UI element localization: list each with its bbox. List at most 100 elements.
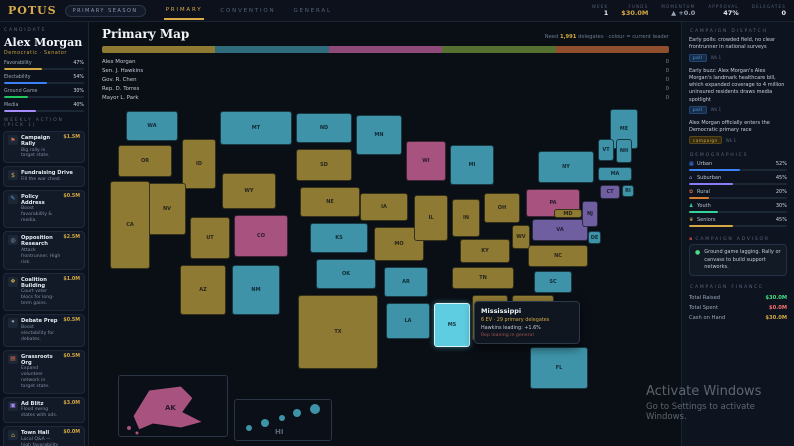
youth-person-icon: ♟ xyxy=(689,203,694,210)
topbar-stats: WEEK 1 FUNDS $30.0M MOMENTUM ▲ +0.0 APPROVAL 47… xyxy=(592,4,786,17)
state-CT[interactable]: CT xyxy=(600,185,620,199)
seniors-person-icon: ♛ xyxy=(689,217,694,224)
state-ND[interactable]: ND xyxy=(296,113,352,143)
dispatch-item-1: Early polls: crowded field, no clear fro… xyxy=(689,37,776,62)
state-OH[interactable]: OH xyxy=(484,193,520,223)
action-policy-address[interactable]: ✎ Policy Address Boost favorability & medi… xyxy=(3,189,85,229)
topbar-stat-week: WEEK 1 xyxy=(591,4,609,17)
state-AZ[interactable]: AZ xyxy=(180,265,226,315)
state-ID[interactable]: ID xyxy=(182,139,216,189)
state-FL[interactable]: FL xyxy=(530,347,588,389)
state-CO[interactable]: CO xyxy=(234,215,288,257)
phase-badge: PRIMARY SEASON xyxy=(64,4,146,17)
state-NV[interactable]: NV xyxy=(148,183,186,235)
finance-total-raised: Total Raised $30.0M xyxy=(689,295,787,301)
topbar-stat-approval: APPROVAL 47% xyxy=(708,4,739,17)
state-NJ[interactable]: NJ xyxy=(582,201,598,227)
candidate-stat-media: Media 40% xyxy=(4,103,84,112)
state-KS[interactable]: KS xyxy=(310,223,368,253)
candidate-name: Alex Morgan xyxy=(4,36,83,49)
advisor-tip: Ground game lagging. Rally or canvass to… xyxy=(704,249,781,270)
state-NC[interactable]: NC xyxy=(528,245,588,267)
tooltip-leader: Hawkins leading: +1.6% xyxy=(481,325,541,331)
tab-convention[interactable]: CONVENTION xyxy=(220,8,276,14)
state-NY[interactable]: NY xyxy=(538,151,594,183)
state-WA[interactable]: WA xyxy=(126,111,178,141)
state-TX[interactable]: TX xyxy=(298,295,378,369)
state-VA[interactable]: VA xyxy=(532,219,588,241)
state-SD[interactable]: SD xyxy=(296,149,352,181)
topbar-stat-momentum: MOMENTUM ▲ +0.0 xyxy=(661,4,696,17)
state-KY[interactable]: KY xyxy=(460,239,510,263)
state-MT[interactable]: MT xyxy=(220,111,292,145)
action-list: ⚑ Campaign Rally Big rally in target state… xyxy=(3,131,85,446)
demo-youth: ♟ Youth 30% xyxy=(689,203,787,214)
action-opposition-research[interactable]: ◎ Opposition Research Attack frontrunner. … xyxy=(3,231,85,270)
state-MS[interactable]: MS xyxy=(434,303,470,347)
dispatch-section-label: CAMPAIGN DISPATCH xyxy=(690,29,768,34)
state-LA[interactable]: LA xyxy=(386,303,430,339)
state-OR[interactable]: OR xyxy=(118,145,172,177)
state-DE[interactable]: DE xyxy=(588,231,601,244)
alaska-label: AK xyxy=(165,404,176,412)
action-coalition-building[interactable]: ❖ Coalition Building Court voter blocs for… xyxy=(3,272,85,312)
legend-row: Sen. J. Hawkins 0 xyxy=(102,67,669,74)
tab-general[interactable]: GENERAL xyxy=(293,8,332,14)
demo-suburban: ⌂ Suburban 45% xyxy=(689,175,787,186)
coalition-handshake-icon: ❖ xyxy=(8,276,18,287)
legend-row: Rep. D. Torres 0 xyxy=(102,85,669,92)
delegate-bar-segment xyxy=(555,46,669,53)
dispatch-item-3: Alex Morgan officially enters the Democr… xyxy=(689,119,770,145)
page-title: Primary Map xyxy=(102,27,190,41)
tooltip-lean: Rep leaning in general xyxy=(481,333,534,338)
state-WY[interactable]: WY xyxy=(222,173,276,209)
action-town-hall[interactable]: ⌂ Town Hall Local Q&A — high favorability … xyxy=(3,426,85,446)
hawaii-inset: HI xyxy=(234,399,332,441)
action-grassroots-org[interactable]: ▤ Grassroots Org Expand volunteer network … xyxy=(3,349,85,394)
state-MN[interactable]: MN xyxy=(356,115,402,155)
state-MD[interactable]: MD xyxy=(554,209,582,218)
state-WI[interactable]: WI xyxy=(406,141,446,181)
state-NM[interactable]: NM xyxy=(232,265,280,315)
delegate-share-bar xyxy=(102,46,669,53)
state-IA[interactable]: IA xyxy=(360,193,408,221)
finance-section-label: CAMPAIGN FINANCE xyxy=(690,285,764,290)
candidate-stat-electability: Electability 54% xyxy=(4,75,84,84)
state-MA[interactable]: MA xyxy=(598,167,632,181)
state-TN[interactable]: TN xyxy=(452,267,514,289)
debate-mic-icon: ❞ xyxy=(8,318,18,329)
state-VT[interactable]: VT xyxy=(598,139,614,161)
candidate-stat-favorability: Favorability 47% xyxy=(4,61,84,70)
state-NH[interactable]: NH xyxy=(616,139,632,163)
candidate-section-label: CANDIDATE xyxy=(4,28,47,33)
state-MI[interactable]: MI xyxy=(450,145,494,185)
topbar-stat-delegates: DELEGATES 0 xyxy=(751,4,786,17)
state-AR[interactable]: AR xyxy=(384,267,428,297)
legend-row: Mayor L. Park 0 xyxy=(102,94,669,101)
advisor-pin-icon: ▪ xyxy=(689,236,693,243)
action-campaign-rally[interactable]: ⚑ Campaign Rally Big rally in target state… xyxy=(3,131,85,164)
state-SC[interactable]: SC xyxy=(534,271,572,293)
state-RI[interactable]: RI xyxy=(622,185,634,197)
tag-badge: poll xyxy=(689,105,707,114)
state-CA[interactable]: CA xyxy=(110,181,150,269)
tab-primary[interactable]: PRIMARY xyxy=(163,1,205,20)
state-OK[interactable]: OK xyxy=(316,259,376,289)
action-debate-prep[interactable]: ❞ Debate Prep Boost electability for debat… xyxy=(3,314,85,347)
right-sidebar: CAMPAIGN DISPATCH Early polls: crowded f… xyxy=(681,22,794,446)
topbar-stat-funds: FUNDS $30.0M xyxy=(621,4,649,17)
state-IN[interactable]: IN xyxy=(452,199,480,237)
tag-badge: campaign xyxy=(689,136,722,145)
candidate-stats: Favorability 47% Electability 54% Ground Gam… xyxy=(3,61,85,112)
urban-buildings-icon: ▦ xyxy=(689,161,694,168)
state-IL[interactable]: IL xyxy=(414,195,448,241)
legend-row: Alex Morgan 0 xyxy=(102,58,669,65)
state-UT[interactable]: UT xyxy=(190,217,230,259)
action-ad-blitz[interactable]: ▣ Ad Blitz Flood swing states with ads. $3.… xyxy=(3,396,85,424)
tooltip-state-name: Mississippi xyxy=(481,307,522,315)
state-NE[interactable]: NE xyxy=(300,187,360,217)
state-WV[interactable]: WV xyxy=(512,225,530,249)
left-sidebar: CANDIDATE Alex Morgan Democratic · Senat… xyxy=(0,22,89,446)
action-fundraising-drive[interactable]: $ Fundraising Drive Fill the war chest. xyxy=(3,166,85,187)
ad-tv-icon: ▣ xyxy=(8,400,18,411)
